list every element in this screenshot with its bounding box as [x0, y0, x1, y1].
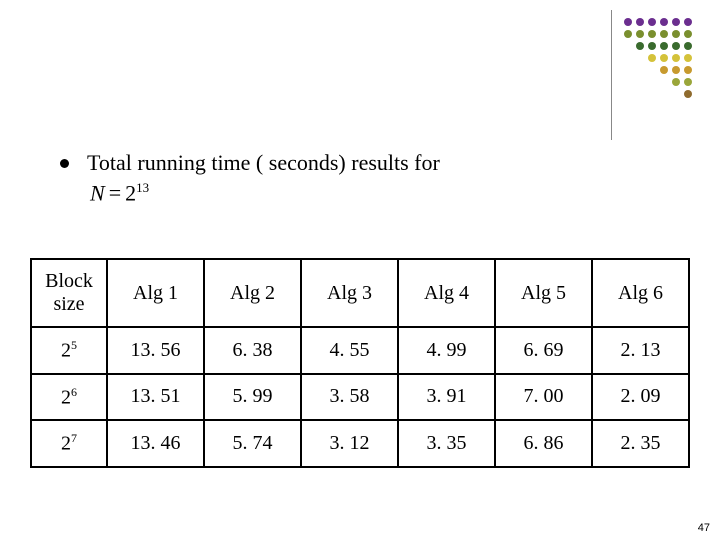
- decoration-dot-icon: [684, 18, 692, 26]
- decoration-dot-icon: [636, 30, 644, 38]
- formula: N=213: [90, 180, 149, 206]
- corner-decoration: [624, 18, 692, 102]
- decoration-dot-icon: [684, 42, 692, 50]
- value-cell: 7. 00: [495, 374, 592, 421]
- decoration-row: [624, 90, 692, 98]
- bullet-dot-icon: [60, 159, 69, 168]
- decoration-dot-icon: [672, 42, 680, 50]
- value-cell: 3. 58: [301, 374, 398, 421]
- block-base: 2: [61, 433, 71, 455]
- value-cell: 5. 99: [204, 374, 301, 421]
- decoration-row: [624, 18, 692, 26]
- block-exp: 7: [71, 431, 77, 445]
- decoration-dot-icon: [624, 18, 632, 26]
- value-cell: 4. 99: [398, 327, 495, 374]
- header-alg3: Alg 3: [301, 259, 398, 327]
- header-alg4: Alg 4: [398, 259, 495, 327]
- table-row: 2613. 515. 993. 583. 917. 002. 09: [31, 374, 689, 421]
- bullet-text: Total running time ( seconds) results fo…: [87, 150, 440, 176]
- header-alg2: Alg 2: [204, 259, 301, 327]
- decoration-dot-icon: [672, 78, 680, 86]
- decoration-dot-icon: [660, 42, 668, 50]
- block-base: 2: [61, 386, 71, 408]
- value-cell: 4. 55: [301, 327, 398, 374]
- decoration-dot-icon: [624, 30, 632, 38]
- value-cell: 3. 91: [398, 374, 495, 421]
- decoration-dot-icon: [672, 18, 680, 26]
- decoration-dot-icon: [648, 18, 656, 26]
- value-cell: 2. 13: [592, 327, 689, 374]
- decoration-dot-icon: [672, 54, 680, 62]
- header-alg1: Alg 1: [107, 259, 204, 327]
- decoration-separator: [611, 10, 612, 140]
- block-base: 2: [61, 340, 71, 362]
- table-row: 2713. 465. 743. 123. 356. 862. 35: [31, 420, 689, 467]
- bullet-line: Total running time ( seconds) results fo…: [60, 150, 440, 176]
- header-block-l1: Block: [45, 270, 93, 292]
- block-size-cell: 27: [31, 420, 107, 467]
- decoration-dot-icon: [672, 30, 680, 38]
- decoration-dot-icon: [648, 54, 656, 62]
- decoration-dot-icon: [648, 42, 656, 50]
- decoration-dot-icon: [684, 66, 692, 74]
- block-size-cell: 26: [31, 374, 107, 421]
- header-block-l2: size: [53, 293, 84, 315]
- value-cell: 5. 74: [204, 420, 301, 467]
- value-cell: 2. 09: [592, 374, 689, 421]
- header-alg5: Alg 5: [495, 259, 592, 327]
- table-header-row: Block size Alg 1 Alg 2 Alg 3 Alg 4 Alg 5…: [31, 259, 689, 327]
- decoration-dot-icon: [660, 54, 668, 62]
- header-alg6: Alg 6: [592, 259, 689, 327]
- value-cell: 6. 38: [204, 327, 301, 374]
- value-cell: 13. 56: [107, 327, 204, 374]
- block-exp: 5: [71, 338, 77, 352]
- decoration-dot-icon: [636, 18, 644, 26]
- decoration-row: [624, 66, 692, 74]
- formula-eq: =: [105, 180, 125, 205]
- decoration-dot-icon: [660, 30, 668, 38]
- formula-exp: 13: [136, 180, 149, 195]
- decoration-dot-icon: [672, 66, 680, 74]
- decoration-row: [624, 30, 692, 38]
- decoration-dot-icon: [660, 66, 668, 74]
- decoration-dot-icon: [648, 30, 656, 38]
- decoration-row: [624, 42, 692, 50]
- decoration-row: [624, 54, 692, 62]
- table-body: 2513. 566. 384. 554. 996. 692. 132613. 5…: [31, 327, 689, 467]
- value-cell: 13. 51: [107, 374, 204, 421]
- decoration-dot-icon: [684, 30, 692, 38]
- block-exp: 6: [71, 385, 77, 399]
- decoration-dot-icon: [684, 78, 692, 86]
- decoration-dot-icon: [684, 54, 692, 62]
- decoration-dot-icon: [684, 90, 692, 98]
- block-size-cell: 25: [31, 327, 107, 374]
- value-cell: 3. 12: [301, 420, 398, 467]
- page-number: 47: [698, 522, 710, 534]
- value-cell: 3. 35: [398, 420, 495, 467]
- table-row: 2513. 566. 384. 554. 996. 692. 13: [31, 327, 689, 374]
- value-cell: 6. 69: [495, 327, 592, 374]
- decoration-dot-icon: [636, 42, 644, 50]
- value-cell: 13. 46: [107, 420, 204, 467]
- formula-base: 2: [125, 180, 136, 205]
- results-table: Block size Alg 1 Alg 2 Alg 3 Alg 4 Alg 5…: [30, 258, 690, 468]
- value-cell: 2. 35: [592, 420, 689, 467]
- header-block-size: Block size: [31, 259, 107, 327]
- decoration-row: [624, 78, 692, 86]
- value-cell: 6. 86: [495, 420, 592, 467]
- formula-N: N: [90, 180, 105, 205]
- decoration-dot-icon: [660, 18, 668, 26]
